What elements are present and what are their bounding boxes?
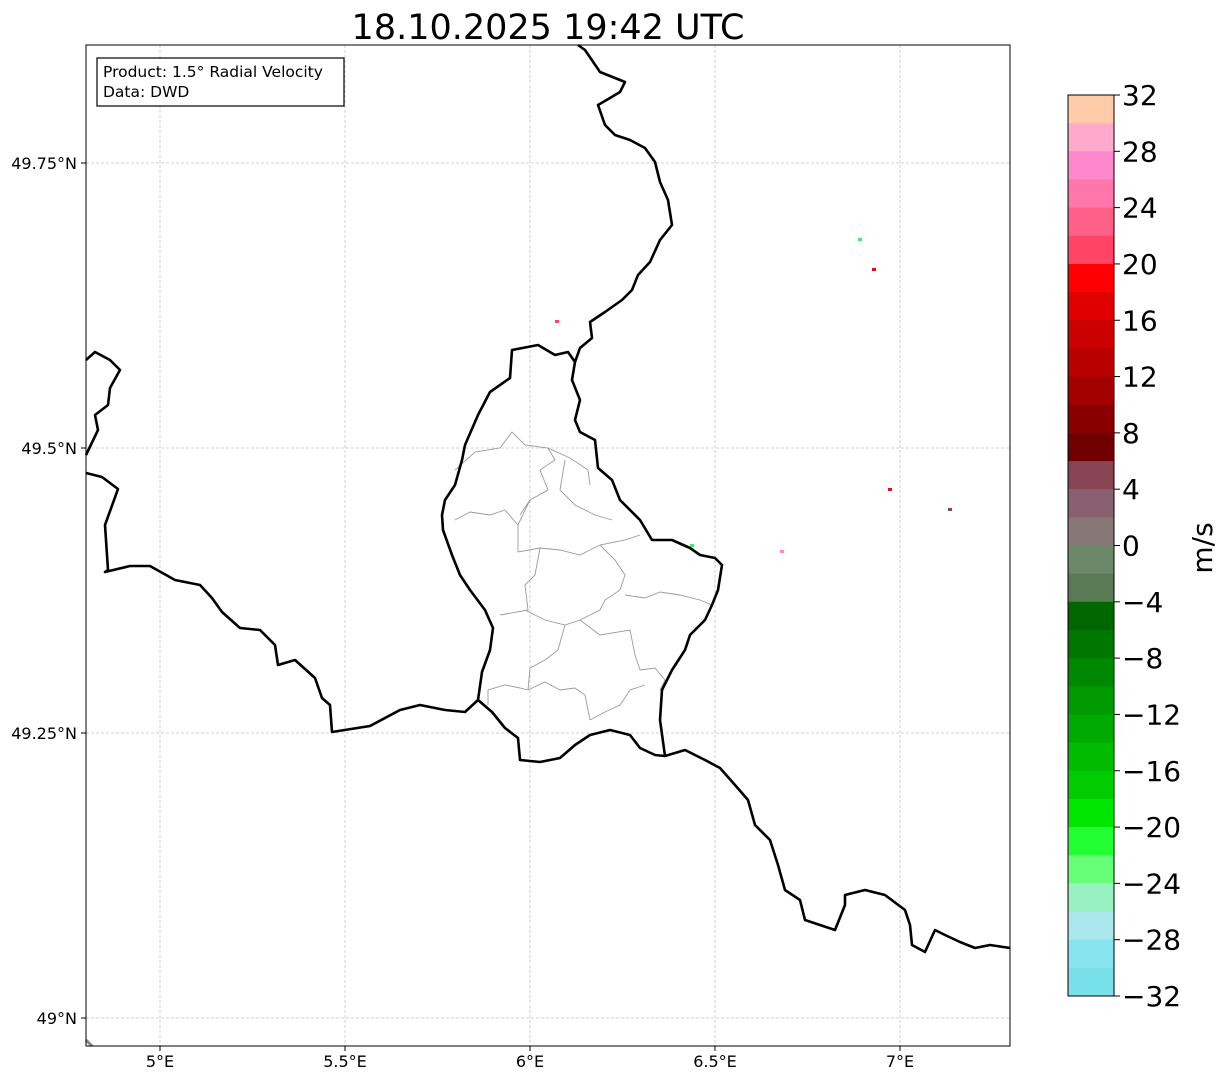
colorbar-segment	[1068, 601, 1114, 631]
lon-tick-label: 5°E	[146, 1052, 174, 1071]
colorbar-segment	[1068, 855, 1114, 884]
colorbar-tick-label: 8	[1122, 417, 1140, 450]
colorbar-segment	[1068, 123, 1114, 152]
lon-tick-label: 7°E	[886, 1052, 914, 1071]
colorbar-segment	[1068, 95, 1114, 124]
lat-axis: 49°N49.25°N49.5°N49.75°N50°N50.25°N50.5°…	[11, 154, 86, 1028]
colorbar-segment	[1068, 827, 1114, 856]
lat-tick-label: 49.5°N	[21, 439, 77, 458]
map-background	[86, 45, 1010, 1046]
lon-axis: 5°E 5.5°E 6°E 6.5°E 7°E	[146, 1046, 914, 1071]
radar-echo	[858, 238, 862, 241]
radar-echo	[948, 508, 952, 511]
map-frame	[85, 44, 1011, 1047]
radar-echo	[780, 550, 784, 553]
colorbar-tick-label: 0	[1122, 530, 1140, 563]
colorbar-segment	[1068, 432, 1114, 462]
colorbar-tick-label: −8	[1122, 642, 1163, 675]
colorbar-segment	[1068, 883, 1114, 913]
colorbar-tick-label: 16	[1122, 304, 1158, 337]
lon-tick-label: 5.5°E	[323, 1052, 367, 1071]
colorbar-tick-label: −32	[1122, 980, 1181, 1013]
colorbar-segment	[1068, 545, 1114, 575]
info-box: Product: 1.5° Radial Velocity Data: DWD	[96, 57, 345, 107]
colorbar-segment	[1068, 686, 1114, 715]
colorbar-segment	[1068, 489, 1114, 518]
radar-echo	[555, 320, 559, 323]
colorbar-tick-label: 24	[1122, 192, 1158, 225]
colorbar-label: m/s	[1186, 522, 1219, 573]
country-borders	[84, 43, 1011, 1048]
radar-echo	[888, 488, 892, 491]
colorbar-segment	[1068, 798, 1114, 828]
colorbar-tick-label: −4	[1122, 586, 1163, 619]
colorbar-segment	[1068, 179, 1114, 209]
colorbar-segment	[1068, 376, 1114, 406]
colorbar-tick-label: 28	[1122, 135, 1158, 168]
lat-tick-label: 49.75°N	[11, 154, 77, 173]
colorbar-segment	[1068, 770, 1114, 800]
luxembourg-cantons	[454, 431, 713, 721]
colorbar-segment	[1068, 404, 1114, 434]
colorbar-segment	[1068, 573, 1114, 603]
colorbar-tick-label: 4	[1122, 473, 1140, 506]
colorbar-tick-label: 12	[1122, 361, 1158, 394]
radar-echo	[872, 268, 876, 271]
colorbar-tick-label: −28	[1122, 924, 1181, 957]
colorbar-segment	[1068, 517, 1114, 546]
info-product: Product: 1.5° Radial Velocity	[103, 63, 323, 81]
lon-tick-label: 6.5°E	[693, 1052, 737, 1071]
colorbar-segment	[1068, 742, 1114, 772]
colorbar-tick-label: 20	[1122, 248, 1158, 281]
gridlines	[86, 45, 1010, 1046]
colorbar-tick-label: −20	[1122, 811, 1181, 844]
colorbar-segment	[1068, 320, 1114, 349]
colorbar-segment	[1068, 348, 1114, 378]
colorbar-tick-label: −12	[1122, 698, 1181, 731]
radar-echo	[690, 544, 694, 547]
colorbar: 32 28 24 20 16 12 8 4 0 −4 −8 −12 −16 −20 −24 −28 −32	[1067, 79, 1181, 1013]
colorbar-tick-label: −24	[1122, 867, 1181, 900]
colorbar-segment	[1068, 235, 1114, 265]
map-area[interactable]	[84, 0, 1011, 1048]
colorbar-segment	[1068, 629, 1114, 659]
colorbar-segment	[1068, 911, 1114, 941]
colorbar-tick-label: −16	[1122, 755, 1181, 788]
radar-echoes	[555, 238, 952, 553]
colorbar-segment	[1068, 292, 1114, 321]
colorbar-tick-label: 32	[1122, 79, 1158, 112]
lon-tick-label: 6°E	[516, 1052, 544, 1071]
colorbar-segment	[1068, 151, 1114, 180]
colorbar-segment	[1068, 207, 1114, 237]
colorbar-segment	[1068, 967, 1114, 997]
info-data-source: Data: DWD	[103, 83, 189, 101]
colorbar-segment	[1068, 461, 1114, 490]
lat-tick-label: 49.25°N	[11, 724, 77, 743]
colorbar-segment	[1068, 939, 1114, 969]
chart-title: 18.10.2025 19:42 UTC	[352, 8, 745, 48]
lat-tick-label: 49°N	[37, 1009, 77, 1028]
colorbar-segment	[1068, 714, 1114, 744]
colorbar-segment	[1068, 658, 1114, 687]
colorbar-segment	[1068, 263, 1114, 293]
